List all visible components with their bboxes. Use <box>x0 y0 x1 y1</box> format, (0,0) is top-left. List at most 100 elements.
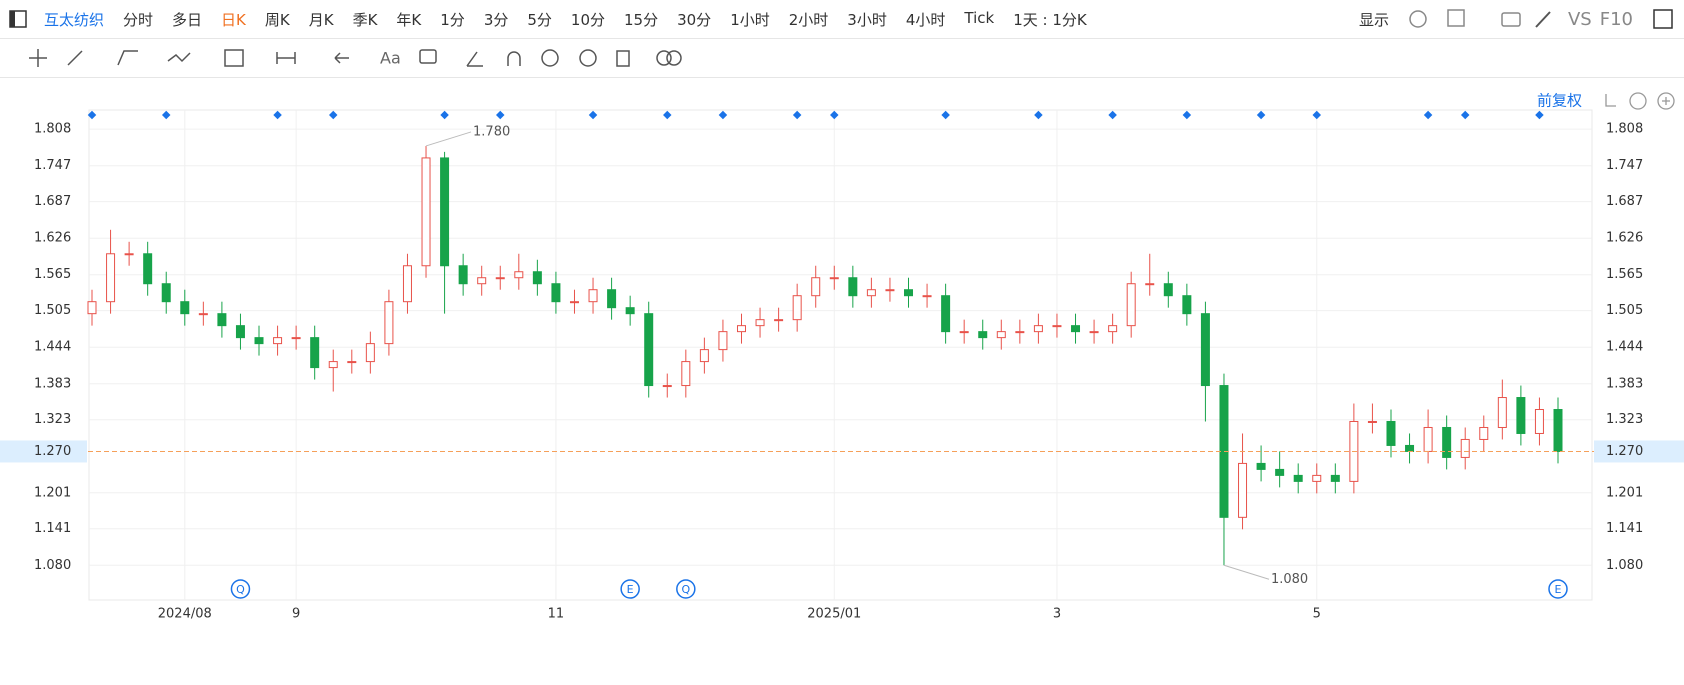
candle-body <box>161 283 171 303</box>
candle-body <box>384 301 394 345</box>
period-tab[interactable]: 30分 <box>677 10 712 29</box>
period-tab[interactable]: 日K <box>221 10 246 29</box>
high-leader <box>425 131 472 147</box>
candle-body <box>829 277 839 280</box>
period-tab[interactable]: 5分 <box>527 10 552 29</box>
event-badge <box>230 579 251 599</box>
candle-body <box>1200 313 1210 387</box>
candle-body <box>1497 397 1507 428</box>
candle-body <box>1052 325 1062 328</box>
event-dot <box>792 110 802 120</box>
candle-body <box>402 265 412 303</box>
candle-body <box>736 325 746 333</box>
period-tab[interactable]: 3小时 <box>847 10 887 29</box>
drawing-tools[interactable]: Aa <box>0 39 700 77</box>
period-tab[interactable]: 3分 <box>483 10 509 29</box>
candle-body <box>1516 397 1526 434</box>
x-tick-label: 5 <box>1313 607 1321 622</box>
event-dot <box>663 110 672 120</box>
event-dot <box>588 110 598 120</box>
compare[interactable]: VS <box>1567 8 1592 30</box>
candle-body <box>1293 474 1303 482</box>
text-tool[interactable]: Aa <box>380 49 401 68</box>
periods: 分时 多日 日K 周K 月K 季K 年K 1分 3分 5分 10分 15分 30分 1小时 2小时 3小时 4小… <box>123 9 1013 30</box>
candle-body <box>755 319 765 327</box>
event-dot <box>161 110 171 120</box>
x-tick-label: 2025/01 <box>807 607 861 622</box>
candle-body <box>1479 426 1489 440</box>
period-tab[interactable]: 1分 <box>440 10 465 29</box>
low-annotation: 1.080 <box>1271 572 1308 587</box>
candle-body <box>644 313 654 387</box>
y-tick-label-right: 1.747 <box>1606 158 1643 173</box>
candle-body <box>1238 462 1248 518</box>
candle-body <box>291 337 301 340</box>
candle-body <box>811 277 821 297</box>
candle-body <box>885 289 895 292</box>
candle-body <box>273 337 283 345</box>
candle-body <box>1108 325 1118 333</box>
y-tick-label: 1.444 <box>34 340 71 355</box>
candle-body <box>1163 283 1173 297</box>
candle-body <box>1367 420 1377 423</box>
candle-body <box>180 301 190 315</box>
last-price-label-right: 1.270 <box>1606 444 1643 459</box>
period-tab[interactable]: 月K <box>308 10 334 29</box>
y-tick-label-right: 1.565 <box>1606 267 1643 282</box>
y-tick-label-right: 1.383 <box>1606 376 1643 391</box>
period-tab[interactable]: 1小时 <box>730 10 770 29</box>
period-tab[interactable]: 季K <box>352 10 378 29</box>
symbol[interactable]: 互太纺织 <box>44 10 105 29</box>
candle-body <box>681 361 691 387</box>
period-tab[interactable]: 15分 <box>624 10 659 29</box>
period-toolbar: 互太纺织 分时 多日 日K 周K 月K 季K 年K 1分 3分 5分 10分 15分 30分 1小时 2小时… <box>0 0 1684 39</box>
fullscreen-icon[interactable] <box>1652 8 1674 30</box>
candle-body <box>922 295 932 298</box>
period-tab[interactable]: 多日 <box>172 10 203 29</box>
low-leader <box>1223 564 1270 580</box>
candle-body <box>1275 468 1285 476</box>
adjust-toggle[interactable]: 前复权 <box>1537 92 1582 110</box>
layout-icon[interactable] <box>8 9 28 29</box>
period-tab[interactable]: 分时 <box>123 10 154 29</box>
period-tab[interactable]: 2小时 <box>788 10 829 29</box>
period-tab[interactable]: 4小时 <box>905 10 946 29</box>
candle-body <box>514 271 524 279</box>
drawing-toolbar: Aa <box>0 39 1684 78</box>
event-badge <box>676 579 696 599</box>
event-dot <box>440 110 449 120</box>
period-tab[interactable]: 年K <box>396 10 422 29</box>
y-tick-label: 1.505 <box>34 303 71 318</box>
event-label: E <box>1555 583 1562 596</box>
period-tab[interactable]: 周K <box>264 10 290 29</box>
event-dot <box>1460 110 1470 120</box>
y-tick-label: 1.747 <box>34 158 71 173</box>
candle-body <box>328 361 338 369</box>
y-tick-label-right: 1.323 <box>1606 412 1643 427</box>
range-select[interactable]: 1天 : 1分K <box>1013 10 1087 29</box>
candle-body <box>551 283 561 303</box>
event-dot <box>273 110 282 120</box>
tool-icons[interactable] <box>1408 7 1558 31</box>
candle-body <box>1330 474 1340 482</box>
candle-body <box>198 313 208 316</box>
candle-body <box>699 349 709 363</box>
period-tab[interactable]: 10分 <box>570 10 605 29</box>
event-dot <box>1312 110 1322 120</box>
event-dot <box>718 110 728 120</box>
candle-body <box>569 301 579 304</box>
period-tab[interactable]: Tick <box>964 8 995 27</box>
candle-body <box>1015 331 1025 334</box>
y-tick-label: 1.080 <box>34 558 71 573</box>
x-tick-label: 11 <box>548 607 565 622</box>
candle-body <box>440 157 450 267</box>
display-menu[interactable]: 显示 <box>1358 10 1389 29</box>
f10[interactable]: F10 <box>1599 8 1633 30</box>
y-tick-label: 1.687 <box>34 194 71 209</box>
y-tick-label-right: 1.687 <box>1606 194 1643 209</box>
event-dot <box>87 110 97 120</box>
candle-body <box>1033 325 1043 333</box>
event-dot <box>1034 110 1043 120</box>
candle-body <box>941 295 951 333</box>
y-tick-label: 1.383 <box>34 376 71 391</box>
